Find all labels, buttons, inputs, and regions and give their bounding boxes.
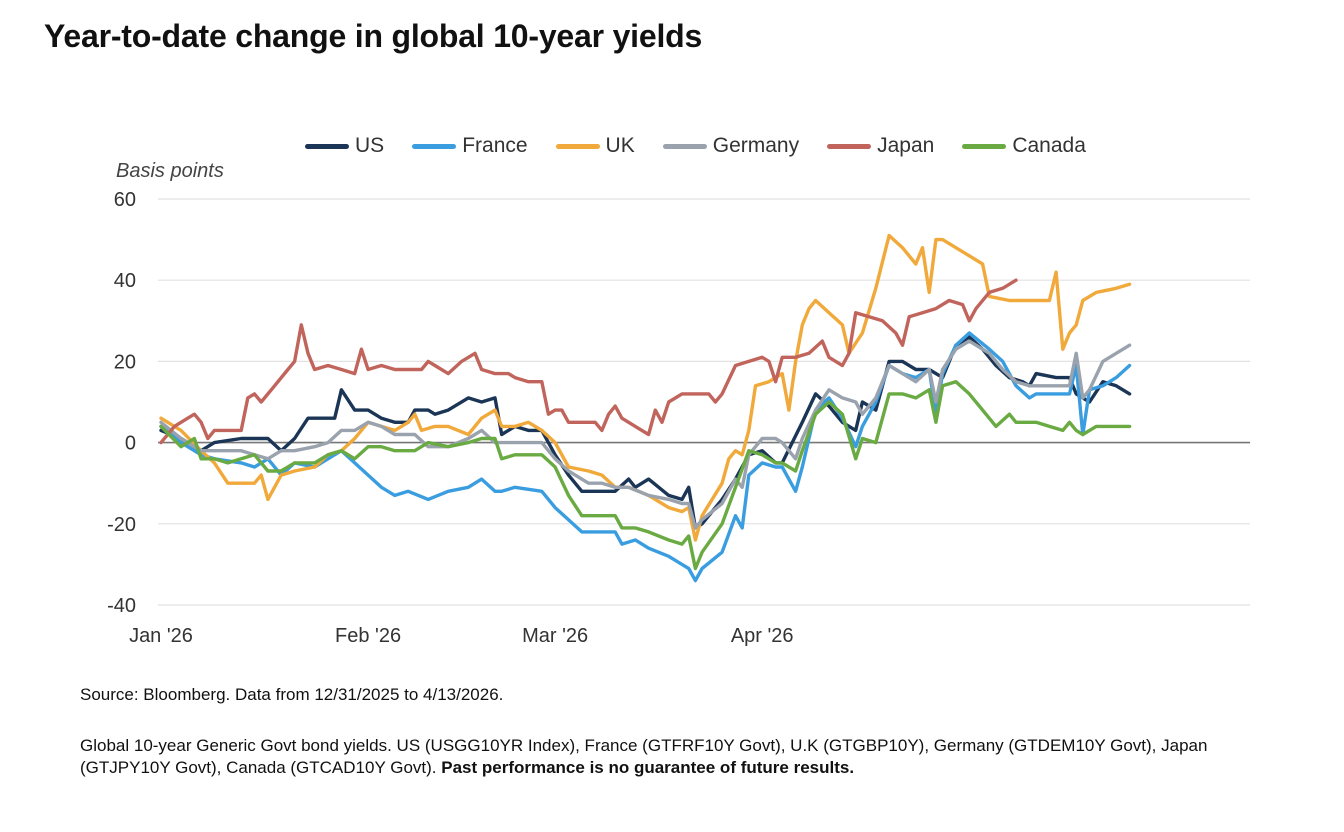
x-tick-label: Apr '26 — [731, 625, 794, 647]
chart-title: Year-to-date change in global 10-year yi… — [44, 18, 703, 54]
legend-item-uk: UK — [555, 134, 635, 158]
legend-item-france: France — [412, 134, 528, 158]
legend-label: UK — [605, 134, 635, 157]
legend-item-canada: Canada — [962, 134, 1086, 158]
series-line-france — [159, 331, 1132, 583]
legend-label: Canada — [1012, 134, 1086, 157]
legend-label: Japan — [877, 134, 935, 157]
legend-label: Germany — [712, 134, 800, 157]
legend: US France UK Germany Japan Canada — [305, 134, 1086, 158]
y-tick-label: 60 — [114, 189, 136, 211]
series-line-canada — [159, 380, 1132, 571]
legend-label: US — [355, 134, 385, 157]
legend-label: France — [462, 134, 528, 157]
legend-item-germany: Germany — [662, 134, 800, 158]
legend-swatch — [412, 143, 457, 149]
x-tick-label: Jan '26 — [129, 625, 193, 647]
legend-swatch — [662, 143, 707, 149]
footnote-text: Global 10-year Generic Govt bond yields.… — [80, 736, 1208, 777]
y-tick-label: 0 — [125, 433, 136, 455]
series-line-germany — [159, 339, 1132, 530]
footnote-disclaimer: Past performance is no guarantee of futu… — [441, 758, 855, 777]
legend-item-us: US — [305, 134, 384, 158]
y-tick-label: 40 — [114, 270, 136, 292]
x-tick-label: Feb '26 — [335, 625, 401, 647]
x-tick-label: Mar '26 — [522, 625, 588, 647]
series-line-us — [159, 335, 1132, 530]
source-note: Source: Bloomberg. Data from 12/31/2025 … — [80, 685, 504, 704]
legend-swatch — [555, 143, 600, 149]
line-chart: 60 40 20 0 -20 -40 Jan '26 Feb '26 Mar '26 Apr '2… — [107, 189, 1250, 647]
y-tick-label: 20 — [114, 351, 136, 373]
legend-swatch — [305, 143, 349, 149]
series-line-uk — [159, 233, 1132, 542]
y-tick-label: -40 — [107, 595, 136, 617]
y-axis-label: Basis points — [116, 160, 224, 182]
footnote: Global 10-year Generic Govt bond yields.… — [80, 735, 1260, 779]
legend-swatch — [962, 143, 1007, 149]
series-line-japan — [159, 278, 1018, 445]
legend-swatch — [827, 143, 872, 149]
y-tick-label: -20 — [107, 514, 136, 536]
legend-item-japan: Japan — [827, 134, 934, 158]
